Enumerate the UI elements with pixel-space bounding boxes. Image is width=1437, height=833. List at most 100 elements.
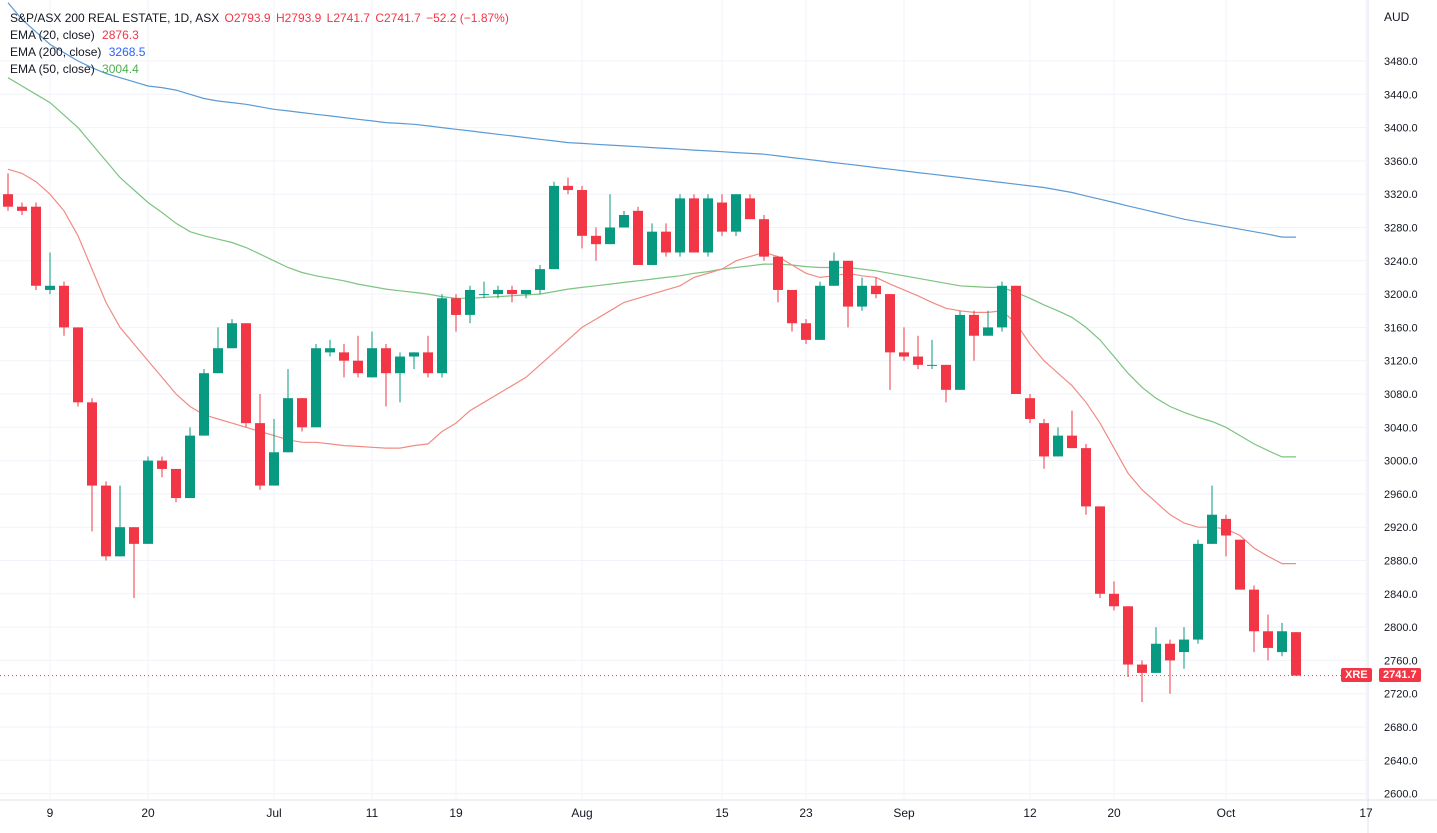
- candle-up: [1151, 643, 1161, 673]
- last-price-tag: 2741.7: [1379, 667, 1421, 682]
- y-tick-label: 3400.0: [1384, 123, 1418, 135]
- candle-down: [1263, 631, 1273, 648]
- candle-up: [983, 327, 993, 336]
- x-tick-label: 19: [449, 806, 463, 820]
- candle-down: [241, 323, 251, 424]
- y-tick-label: 3360.0: [1384, 156, 1418, 168]
- candle-down: [969, 314, 979, 336]
- candle-down: [871, 285, 881, 295]
- candle-down: [17, 206, 27, 211]
- chart-legend: S&P/ASX 200 REAL ESTATE, 1D, ASX O2793.9…: [10, 10, 511, 78]
- time-axis[interactable]: 9 20 Jul 11 19 Aug 15 23 Sep 12 20 Oct 17: [47, 806, 1373, 820]
- ema50-label: EMA (50, close): [10, 62, 95, 76]
- candle-down: [899, 352, 909, 357]
- candle-down: [255, 423, 265, 486]
- x-tick-label: 20: [141, 806, 155, 820]
- candle-down: [577, 190, 587, 236]
- ema200-legend[interactable]: EMA (200, close) 3268.5: [10, 44, 511, 61]
- y-tick-label: 3160.0: [1384, 322, 1418, 334]
- candle-down: [1137, 664, 1147, 673]
- candle-down: [353, 360, 363, 374]
- candle-down: [1081, 448, 1091, 507]
- ema20-legend[interactable]: EMA (20, close) 2876.3: [10, 27, 511, 44]
- y-tick-label: 2880.0: [1384, 556, 1418, 568]
- x-tick-label: 15: [715, 806, 729, 820]
- candle-down: [759, 219, 769, 257]
- ema-lines: [7, 2, 1296, 565]
- ema200-label: EMA (200, close): [10, 45, 102, 59]
- candle-down: [843, 260, 853, 307]
- candle-up: [829, 260, 839, 286]
- candle-down: [1165, 643, 1175, 661]
- currency-label: AUD: [1384, 10, 1410, 24]
- candle-down: [591, 235, 601, 245]
- low-value: L2741.7: [326, 11, 371, 25]
- y-tick-label: 3080.0: [1384, 389, 1418, 401]
- candle-up: [1277, 631, 1287, 653]
- y-tick-label: 3280.0: [1384, 223, 1418, 235]
- candle-up: [395, 356, 405, 374]
- candle-down: [3, 194, 13, 207]
- candle-up: [703, 198, 713, 253]
- candle-up: [283, 398, 293, 453]
- y-tick-label: 3240.0: [1384, 256, 1418, 268]
- candle-up: [955, 314, 965, 390]
- y-tick-label: 2640.0: [1384, 755, 1418, 767]
- candle-up: [1193, 543, 1203, 640]
- candle-down: [689, 198, 699, 253]
- candle-up: [199, 373, 209, 436]
- candle-down: [745, 198, 755, 220]
- candle-up: [647, 231, 657, 265]
- candle-down: [1011, 285, 1021, 394]
- candle-down: [563, 185, 573, 191]
- ema50-legend[interactable]: EMA (50, close) 3004.4: [10, 61, 511, 78]
- candle-up: [479, 294, 489, 296]
- ema200-value: 3268.5: [108, 45, 146, 59]
- candle-down: [73, 327, 83, 403]
- candle-up: [45, 285, 55, 290]
- candle-down: [507, 289, 517, 295]
- candle-up: [731, 194, 741, 232]
- ema50-line: [7, 77, 1296, 458]
- candle-up: [521, 289, 531, 295]
- candle-down: [31, 206, 41, 286]
- candle-up: [325, 348, 335, 353]
- price-axis[interactable]: 2600.0 2640.0 2680.0 2720.0 2760.0 2800.0 2840…: [1384, 56, 1418, 801]
- high-value: H2793.9: [275, 11, 322, 25]
- candle-up: [675, 198, 685, 253]
- ema200-line: [7, 2, 1296, 238]
- ema20-value: 2876.3: [102, 28, 139, 42]
- candle-down: [87, 402, 97, 486]
- candle-down: [1123, 606, 1133, 665]
- candle-down: [633, 210, 643, 265]
- candle-up: [185, 435, 195, 499]
- candle-down: [801, 323, 811, 340]
- candle-up: [115, 527, 125, 557]
- symbol-ohlc-row[interactable]: S&P/ASX 200 REAL ESTATE, 1D, ASX O2793.9…: [10, 10, 511, 27]
- candle-down: [661, 231, 671, 253]
- candle-down: [913, 356, 923, 365]
- candle-up: [927, 364, 937, 366]
- candle-down: [787, 289, 797, 324]
- candle-up: [311, 348, 321, 428]
- y-tick-label: 3000.0: [1384, 456, 1418, 468]
- close-value: C2741.7: [375, 11, 421, 25]
- candle-up: [437, 298, 447, 374]
- candle-down: [1249, 589, 1259, 632]
- candle-down: [381, 348, 391, 374]
- candle-up: [367, 348, 377, 378]
- candle-down: [1109, 593, 1119, 607]
- candle-up: [857, 285, 867, 307]
- candle-up: [535, 269, 545, 290]
- candle-up: [605, 227, 615, 245]
- candle-down: [717, 202, 727, 232]
- candle-up: [815, 285, 825, 340]
- candles: [3, 173, 1301, 703]
- candle-down: [171, 468, 181, 499]
- candle-up: [549, 185, 559, 270]
- x-tick-label: Sep: [893, 806, 915, 820]
- change-value: −52.2 (−1.87%): [426, 11, 509, 25]
- symbol-title: S&P/ASX 200 REAL ESTATE, 1D, ASX: [10, 11, 220, 25]
